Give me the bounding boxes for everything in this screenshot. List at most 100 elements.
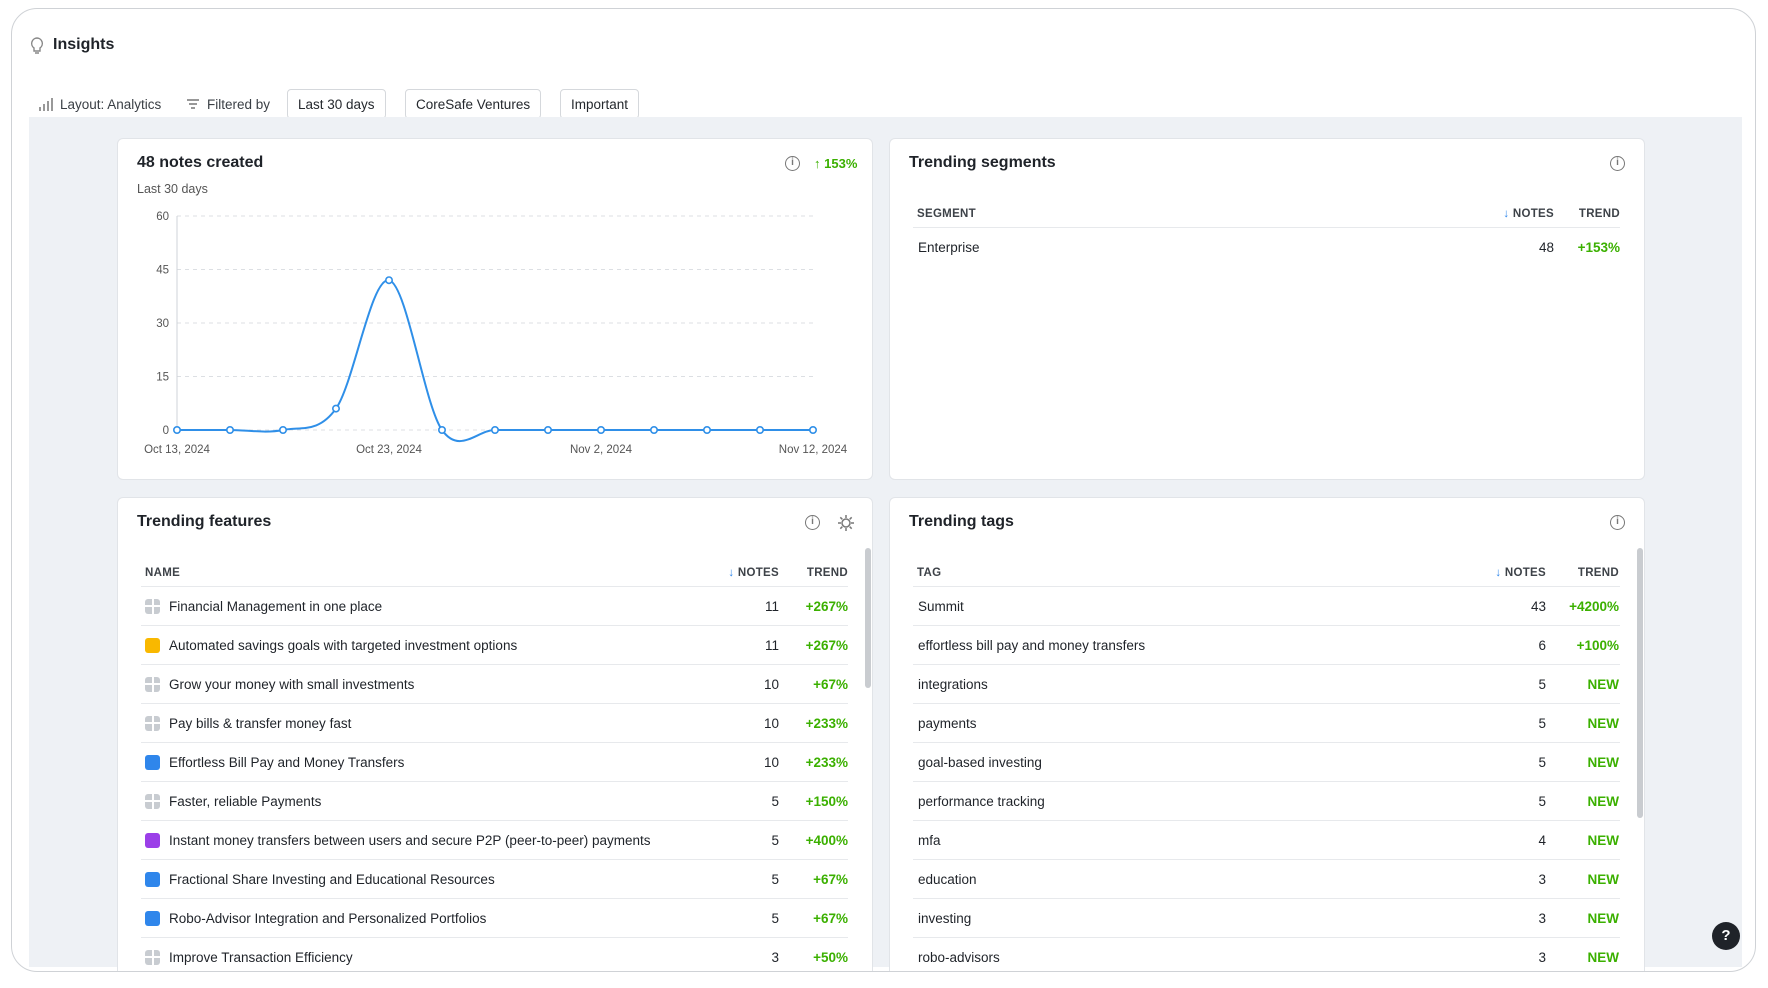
column-header: ↓ NOTES	[1495, 567, 1546, 579]
row-trend: NEW	[1587, 910, 1620, 926]
row-notes: 6	[1538, 637, 1546, 653]
row-name: Faster, reliable Payments	[169, 793, 322, 809]
sort-arrow: ↓	[1503, 208, 1513, 220]
y-tick-label: 60	[156, 211, 169, 223]
row-icon	[145, 676, 160, 692]
point	[543, 425, 552, 434]
tags-panel: Trending tags i TAG ↓ NOTES TREND Summit 43 +…	[889, 497, 1645, 971]
settings-icon[interactable]	[836, 513, 856, 533]
column-header: ↓ NOTES	[1503, 208, 1554, 220]
bar-icon	[39, 98, 53, 111]
info-icon[interactable]: i	[805, 515, 820, 530]
column-header: NAME	[145, 567, 181, 579]
row-name: payments	[918, 715, 977, 731]
layout-label: Layout: Analytics	[60, 96, 162, 112]
row-trend: NEW	[1587, 832, 1620, 848]
row-name: performance tracking	[918, 793, 1045, 809]
line-chart: 0 15 30 45 60 Oct 13, 2024 Oct 23, 2024 Nov 2, …	[144, 211, 848, 456]
table-row[interactable]: integrations 5 NEW	[913, 664, 1620, 703]
table-row[interactable]: Financial Management in one place 11 +267%	[141, 586, 848, 625]
info-icon[interactable]: i	[1610, 515, 1625, 530]
row-trend: +150%	[805, 793, 848, 809]
chip-text: CoreSafe Ventures	[416, 96, 531, 112]
panel-title: Trending segments	[909, 154, 1056, 171]
table-row[interactable]: mfa 4 NEW	[913, 820, 1620, 859]
y-tick-label: 15	[156, 372, 169, 384]
point	[226, 425, 235, 434]
point	[755, 425, 764, 434]
table-row[interactable]: Enterprise 48 +153%	[913, 227, 1620, 266]
dashboard: 48 notes created Last 30 days i ↑ 153% 0…	[29, 117, 1742, 971]
row-trend: +400%	[805, 832, 848, 848]
layout-button[interactable]: Layout: Analytics	[38, 89, 161, 119]
row-notes: 10	[763, 715, 779, 731]
row-name: Enterprise	[918, 239, 980, 255]
x-tick-label: Oct 23, 2024	[356, 444, 422, 456]
point	[332, 404, 341, 413]
point	[384, 276, 393, 285]
table-row[interactable]: Pay bills & transfer money fast 10 +233%	[141, 703, 848, 742]
y-tick-label: 0	[163, 425, 169, 437]
row-name: Summit	[918, 598, 964, 614]
filter-chip[interactable]: Important	[560, 89, 640, 119]
scrollbar[interactable]	[1637, 548, 1643, 818]
filter-chip[interactable]: Last 30 days	[287, 89, 386, 119]
table-row[interactable]: Fractional Share Investing and Education…	[141, 859, 848, 898]
chip-text: Important	[571, 96, 629, 112]
row-notes: 3	[1538, 949, 1546, 965]
row-icon	[145, 949, 160, 965]
row-name: Fractional Share Investing and Education…	[169, 871, 495, 887]
row-notes: 11	[764, 598, 779, 614]
table-row[interactable]: Instant money transfers between users an…	[141, 820, 848, 859]
row-trend: NEW	[1587, 754, 1620, 770]
table-row[interactable]: Summit 43 +4200%	[913, 586, 1620, 625]
row-notes: 5	[1538, 754, 1546, 770]
row-notes: 5	[771, 871, 779, 887]
row-trend: +50%	[813, 949, 848, 965]
table-row[interactable]: Grow your money with small investments 10…	[141, 664, 848, 703]
panel-title: Trending tags	[909, 513, 1014, 530]
table-row[interactable]: Effortless Bill Pay and Money Transfers 1…	[141, 742, 848, 781]
row-trend: +233%	[805, 715, 848, 731]
table-row[interactable]: performance tracking 5 NEW	[913, 781, 1620, 820]
table-row[interactable]: goal-based investing 5 NEW	[913, 742, 1620, 781]
row-trend: NEW	[1587, 715, 1620, 731]
row-notes: 5	[771, 793, 779, 809]
point	[596, 425, 605, 434]
row-trend: +267%	[805, 637, 848, 653]
panel-subtitle: Last 30 days	[137, 182, 208, 196]
row-name: education	[918, 871, 977, 887]
help-button[interactable]: ?	[1712, 922, 1740, 950]
row-notes: 5	[771, 832, 779, 848]
filter-chip[interactable]: CoreSafe Ventures	[405, 89, 542, 119]
panel-title: Trending features	[137, 513, 272, 530]
table-row[interactable]: Robo-Advisor Integration and Personalize…	[141, 898, 848, 937]
row-notes: 5	[1538, 793, 1546, 809]
row-name: Automated savings goals with targeted in…	[169, 637, 518, 653]
table-row[interactable]: payments 5 NEW	[913, 703, 1620, 742]
row-trend: +233%	[805, 754, 848, 770]
row-notes: 4	[1538, 832, 1546, 848]
table-row[interactable]: Automated savings goals with targeted in…	[141, 625, 848, 664]
chip-text: Last 30 days	[298, 96, 375, 112]
row-trend: NEW	[1587, 949, 1620, 965]
column-header-text: NOTES	[737, 567, 779, 579]
row-icon	[145, 910, 160, 926]
info-icon[interactable]: i	[1610, 156, 1625, 171]
row-icon	[145, 871, 160, 887]
bulb-icon	[30, 37, 44, 54]
row-name: effortless bill pay and money transfers	[918, 637, 1146, 653]
table-row[interactable]: investing 3 NEW	[913, 898, 1620, 937]
point	[808, 425, 817, 434]
table-row[interactable]: education 3 NEW	[913, 859, 1620, 898]
scrollbar[interactable]	[865, 548, 871, 688]
table-row[interactable]: robo-advisors 3 NEW	[913, 937, 1620, 971]
point	[649, 425, 658, 434]
table-row[interactable]: Improve Transaction Efficiency 3 +50%	[141, 937, 848, 971]
table-row[interactable]: Faster, reliable Payments 5 +150%	[141, 781, 848, 820]
table-row[interactable]: effortless bill pay and money transfers 6…	[913, 625, 1620, 664]
row-name: mfa	[918, 832, 941, 848]
row-trend: +267%	[805, 598, 848, 614]
row-icon	[145, 637, 160, 653]
info-icon[interactable]: i	[785, 156, 800, 171]
